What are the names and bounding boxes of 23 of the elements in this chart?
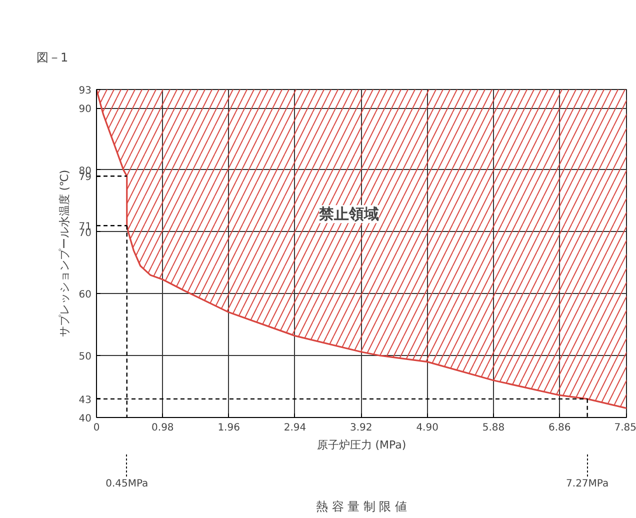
x-tick-label: 0.98 — [152, 422, 174, 434]
text: 図－1 — [36, 50, 68, 64]
y-axis-title: サプレッションプール水温度 (℃) — [58, 170, 71, 338]
x-tick-label: 5.88 — [482, 422, 505, 434]
y-tick-label: 40 — [78, 414, 92, 424]
x-tick-label: 4.90 — [416, 422, 438, 434]
x-tick-label: 7.85 — [614, 422, 636, 434]
text: 7.27MPa — [566, 478, 609, 490]
annotation: 禁止領域 — [318, 205, 380, 224]
x-tick-label: 0 — [93, 422, 100, 434]
x-tick-label: 6.86 — [548, 422, 571, 434]
y-tick-label: 90 — [78, 104, 92, 116]
x-tick-label: 3.92 — [350, 422, 372, 434]
y-tick-label: 93 — [78, 86, 92, 96]
y-tick-label: 43 — [78, 394, 92, 406]
y-tick-label: 50 — [78, 352, 92, 363]
x-axis-title: 原子炉圧力 (MPa) — [316, 438, 406, 452]
y-tick-label: 60 — [78, 290, 92, 301]
y-tick-label: 79 — [78, 172, 92, 184]
x-tick-label: 1.96 — [218, 422, 240, 434]
text: 0.45MPa — [106, 478, 148, 490]
x-tick-label: 2.94 — [284, 422, 306, 434]
text: 熱 容 量 制 限 値 — [316, 500, 408, 514]
